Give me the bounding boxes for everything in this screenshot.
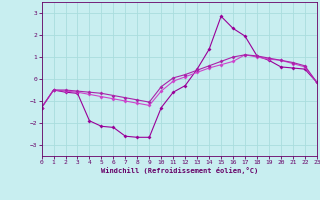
X-axis label: Windchill (Refroidissement éolien,°C): Windchill (Refroidissement éolien,°C) xyxy=(100,167,258,174)
